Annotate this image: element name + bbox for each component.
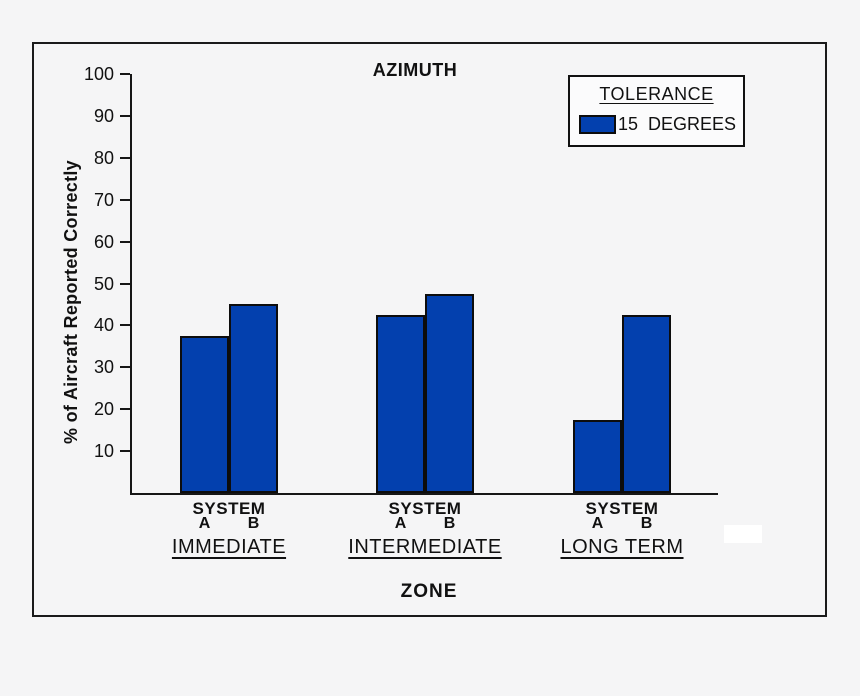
chart-frame: AZIMUTH TOLERANCE 15 DEGREES % of Aircra… <box>32 42 827 617</box>
y-tick-label: 10 <box>93 441 114 462</box>
series-letter-label: A <box>394 515 407 532</box>
chart-title: AZIMUTH <box>372 60 458 80</box>
y-tick-label: 100 <box>83 64 114 84</box>
category-label-immediate: IMMEDIATE <box>171 536 287 558</box>
y-tick-label: 90 <box>93 105 114 126</box>
group-system-label: SYSTEM <box>585 499 659 518</box>
y-tick-label: 80 <box>93 147 114 168</box>
y-tick-label: 40 <box>93 315 114 336</box>
y-tick-label: 30 <box>93 357 114 378</box>
y-tick-label: 20 <box>93 399 114 420</box>
series-letter-label: B <box>443 515 456 532</box>
legend-title: TOLERANCE <box>599 84 714 104</box>
y-tick <box>120 282 130 285</box>
legend: TOLERANCE 15 DEGREES <box>568 75 745 147</box>
x-axis-label: ZONE <box>400 581 458 602</box>
y-tick <box>120 73 130 75</box>
watermark-patch <box>724 525 762 543</box>
legend-entry: 15 DEGREES <box>579 114 736 135</box>
series-letter-label: A <box>591 515 604 532</box>
y-tick <box>120 408 130 411</box>
bar-long-term-system-b <box>622 314 671 493</box>
y-tick-label: 70 <box>93 189 114 210</box>
bar-long-term-system-a <box>573 419 622 493</box>
series-letter-label: A <box>198 515 211 532</box>
legend-swatch-icon <box>579 115 616 134</box>
bar-intermediate-system-b <box>425 293 474 493</box>
y-tick-label: 50 <box>93 273 114 294</box>
series-letter-label: B <box>247 515 260 532</box>
y-tick <box>120 450 130 453</box>
y-tick-label: 60 <box>93 231 114 252</box>
y-tick <box>120 366 130 369</box>
category-label-long-term: LONG TERM <box>560 536 684 558</box>
group-system-label: SYSTEM <box>192 499 266 518</box>
y-tick <box>120 114 130 117</box>
y-tick <box>120 240 130 243</box>
legend-entry-label: 15 DEGREES <box>618 114 737 134</box>
y-axis-line <box>130 74 132 495</box>
bar-intermediate-system-a <box>376 314 425 493</box>
bar-immediate-system-a <box>180 335 229 493</box>
y-tick <box>120 324 130 327</box>
group-system-label: SYSTEM <box>388 499 462 518</box>
y-tick <box>120 198 130 201</box>
series-letter-label: B <box>640 515 653 532</box>
category-label-intermediate: INTERMEDIATE <box>348 536 502 558</box>
bar-immediate-system-b <box>229 304 278 493</box>
y-tick <box>120 156 130 159</box>
x-axis-line <box>130 493 718 495</box>
